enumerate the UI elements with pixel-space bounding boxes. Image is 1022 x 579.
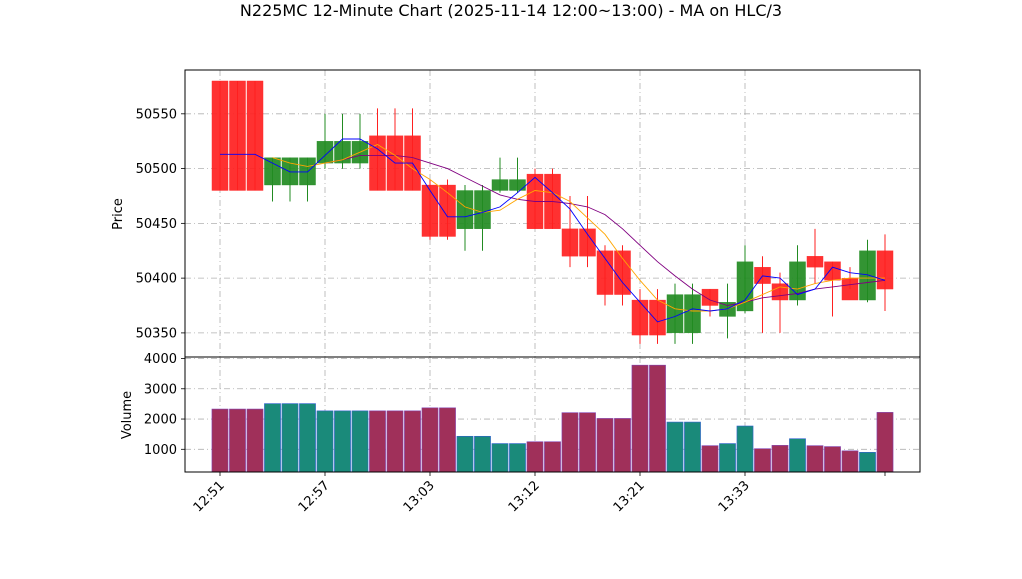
candle-body bbox=[649, 299, 666, 336]
volume-bar bbox=[386, 410, 404, 473]
candle-body bbox=[316, 141, 334, 164]
x-tick-label: 12:57 bbox=[296, 478, 333, 515]
candle-body bbox=[719, 302, 736, 317]
chart-title: N225MC 12-Minute Chart (2025-11-14 12:00… bbox=[240, 1, 782, 20]
candle-body bbox=[264, 157, 281, 186]
x-tick-label: 13:12 bbox=[506, 478, 543, 515]
volume-bar bbox=[841, 450, 859, 473]
candle-body bbox=[631, 299, 649, 336]
price-tick-label: 50550 bbox=[136, 107, 177, 122]
candle-body bbox=[754, 267, 771, 284]
volume-tick-label: 1000 bbox=[144, 443, 177, 458]
price-axis-label: Price bbox=[111, 198, 126, 230]
volume-bar bbox=[316, 410, 334, 473]
volume-bar bbox=[509, 443, 526, 473]
candle-body bbox=[229, 80, 246, 191]
candle-body bbox=[684, 294, 701, 334]
x-tick-label: 13:21 bbox=[611, 478, 648, 515]
candle-body bbox=[859, 250, 876, 301]
volume-bar bbox=[264, 403, 281, 473]
ma-slow-line bbox=[324, 154, 886, 306]
candle-body bbox=[614, 250, 631, 295]
volume-bar bbox=[614, 418, 631, 473]
candle-body bbox=[666, 294, 684, 334]
volume-bar bbox=[596, 418, 614, 473]
candle-body bbox=[421, 184, 439, 237]
volume-bar bbox=[649, 364, 666, 473]
volume-bar bbox=[544, 441, 561, 473]
candle-body bbox=[211, 80, 229, 191]
volume-bar bbox=[334, 410, 351, 473]
volume-bar bbox=[421, 407, 439, 473]
volume-bar bbox=[806, 445, 824, 473]
candle-body bbox=[491, 179, 509, 191]
volume-bar bbox=[666, 421, 684, 473]
volume-tick-label: 3000 bbox=[144, 382, 177, 397]
candle-body bbox=[824, 261, 841, 281]
candle-body bbox=[596, 250, 614, 295]
volume-panel: 1000 2000 3000 4000 bbox=[144, 352, 921, 473]
volume-bar bbox=[369, 410, 386, 473]
x-tick-label: 12:51 bbox=[191, 478, 228, 515]
price-tick-label: 50400 bbox=[136, 272, 177, 287]
x-tick-label: 13:33 bbox=[716, 478, 753, 515]
volume-bar bbox=[631, 364, 649, 473]
price-tick-label: 50500 bbox=[136, 162, 177, 177]
price-tick-label: 50350 bbox=[136, 326, 177, 341]
volume-bar bbox=[736, 425, 754, 473]
volume-bar bbox=[754, 448, 771, 473]
volume-bar bbox=[771, 445, 789, 473]
volume-bar bbox=[229, 408, 246, 473]
candle-body bbox=[509, 179, 526, 191]
x-tick-label: 13:03 bbox=[401, 478, 438, 515]
volume-bar bbox=[474, 435, 491, 473]
ma-fast-line bbox=[220, 138, 886, 323]
volume-bar bbox=[299, 403, 316, 473]
ma-mid-line bbox=[272, 143, 885, 312]
x-axis: 12:51 12:57 13:03 13:12 13:21 13:33 bbox=[191, 472, 886, 515]
candle-body bbox=[246, 80, 264, 191]
volume-frame bbox=[184, 356, 921, 473]
volume-bar bbox=[439, 407, 456, 473]
volume-bar bbox=[491, 443, 509, 473]
price-panel: 50350 50400 50450 50500 50550 bbox=[136, 69, 921, 358]
volume-bar bbox=[789, 438, 806, 473]
candle-body bbox=[456, 190, 474, 229]
candle-body bbox=[771, 283, 789, 301]
volume-bar bbox=[246, 408, 264, 473]
volume-bar bbox=[351, 410, 369, 473]
volume-bar bbox=[684, 421, 701, 473]
volume-bar bbox=[876, 412, 894, 473]
candle-body bbox=[806, 256, 824, 268]
candle-body bbox=[736, 261, 754, 312]
candle-body bbox=[841, 277, 859, 301]
volume-bar bbox=[211, 408, 229, 473]
volume-bar bbox=[701, 445, 719, 473]
volume-bar bbox=[824, 446, 841, 473]
volume-bar bbox=[859, 452, 876, 473]
candle-body bbox=[281, 157, 299, 186]
volume-axis-label: Volume bbox=[120, 391, 135, 439]
volume-bar bbox=[561, 412, 579, 473]
volume-tick-label: 4000 bbox=[144, 352, 177, 367]
candle-body bbox=[369, 135, 386, 191]
volume-bar bbox=[579, 412, 596, 473]
price-tick-label: 50450 bbox=[136, 217, 177, 232]
volume-bar bbox=[526, 441, 544, 473]
volume-bar bbox=[281, 403, 299, 473]
candle-body bbox=[876, 250, 894, 290]
volume-bar bbox=[456, 435, 474, 473]
candle-body bbox=[701, 288, 719, 306]
volume-bar bbox=[404, 410, 421, 473]
candle-body bbox=[579, 228, 596, 257]
candle-body bbox=[439, 184, 456, 237]
volume-tick-label: 2000 bbox=[144, 413, 177, 428]
candle-body bbox=[474, 190, 491, 229]
candle-body bbox=[561, 228, 579, 257]
volume-bar bbox=[719, 443, 736, 473]
